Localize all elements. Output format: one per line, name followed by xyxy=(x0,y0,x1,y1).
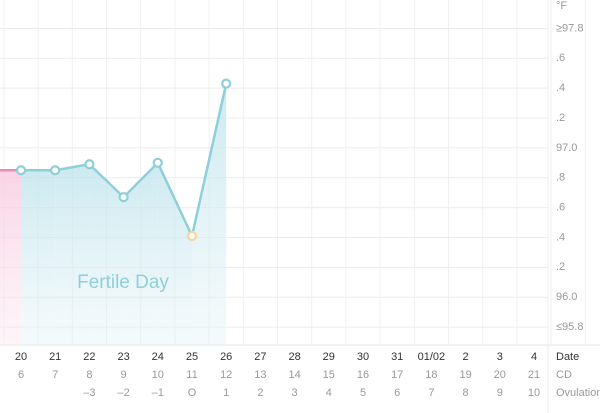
y-tick-label: 97.0 xyxy=(556,142,577,154)
row-cell: 6 xyxy=(394,387,400,399)
row-cell: 27 xyxy=(254,351,266,363)
row-label: Date xyxy=(556,351,579,363)
row-cell: 16 xyxy=(357,369,369,381)
row-cell: 23 xyxy=(117,351,129,363)
row-cell: 28 xyxy=(288,351,300,363)
row-cell: 19 xyxy=(459,369,471,381)
line-segment xyxy=(122,161,159,199)
row-cell: O xyxy=(188,387,197,399)
row-cell: 10 xyxy=(528,387,540,399)
row-cell: 11 xyxy=(186,369,197,381)
area xyxy=(123,162,158,345)
row-cell: 6 xyxy=(18,369,24,381)
row-cell: 01/02 xyxy=(418,351,446,363)
row-cell: 4 xyxy=(326,387,332,399)
row-cell: 9 xyxy=(121,369,127,381)
row-cell: 2 xyxy=(257,387,263,399)
row-cell: 2 xyxy=(463,351,469,363)
row-cell: 5 xyxy=(360,387,366,399)
point xyxy=(118,192,129,203)
row-cell: 15 xyxy=(323,369,335,381)
point xyxy=(221,78,232,89)
row-cell: 20 xyxy=(15,351,27,363)
row-cell: 7 xyxy=(428,387,434,399)
row-cell: 8 xyxy=(86,369,92,381)
row-cell: 18 xyxy=(425,369,437,381)
row-cell: 1 xyxy=(223,387,229,399)
point xyxy=(84,159,95,170)
y-tick-label: .8 xyxy=(556,172,565,184)
row-cell: 21 xyxy=(528,369,540,381)
row-cell: –1 xyxy=(152,387,164,399)
area xyxy=(0,170,21,345)
y-tick-label: .4 xyxy=(556,231,565,243)
row-cell: 10 xyxy=(152,369,164,381)
row-cell: 17 xyxy=(391,369,403,381)
row-cell: 22 xyxy=(83,351,95,363)
y-tick-label: ≥97.8 xyxy=(556,22,583,34)
y-tick-label: .2 xyxy=(556,112,565,124)
row-cell: 4 xyxy=(531,351,537,363)
y-tick-label: .4 xyxy=(556,82,565,94)
y-tick-label: ≤95.8 xyxy=(556,321,583,333)
row-label: CD xyxy=(556,369,572,381)
area xyxy=(192,83,227,346)
row-cell: 30 xyxy=(357,351,369,363)
row-cell: 21 xyxy=(49,351,61,363)
row-cell: 12 xyxy=(220,369,232,381)
area xyxy=(157,162,192,345)
row-cell: 7 xyxy=(52,369,58,381)
area xyxy=(89,164,124,345)
line-segment xyxy=(190,83,228,237)
y-tick-label: .6 xyxy=(556,52,565,64)
row-cell: 13 xyxy=(254,369,266,381)
area xyxy=(55,164,90,345)
row-cell: 24 xyxy=(152,351,164,363)
point xyxy=(186,230,198,242)
y-tick-label: .6 xyxy=(556,202,565,214)
line-segment xyxy=(88,163,125,199)
point xyxy=(152,157,163,168)
row-cell: 8 xyxy=(463,387,469,399)
row-cell: 31 xyxy=(391,351,403,363)
y-tick-label: .2 xyxy=(556,261,565,273)
row-cell: 9 xyxy=(497,387,503,399)
y-unit: °F xyxy=(556,0,567,12)
row-cell: 29 xyxy=(323,351,335,363)
row-cell: 3 xyxy=(497,351,503,363)
row-cell: 14 xyxy=(288,369,300,381)
row-cell: 26 xyxy=(220,351,232,363)
point xyxy=(15,165,27,176)
area xyxy=(21,170,56,345)
row-label: Ovulation xyxy=(556,387,600,399)
row-cell: –3 xyxy=(83,387,95,399)
row-cell: 20 xyxy=(494,369,506,381)
row-cell: 25 xyxy=(186,351,198,363)
point xyxy=(50,165,61,176)
row-cell: 3 xyxy=(292,387,298,399)
row-cell: –2 xyxy=(117,387,129,399)
line-segment xyxy=(54,163,90,172)
annotation: Fertile Day xyxy=(77,272,169,293)
line-segment xyxy=(156,162,194,237)
y-tick-label: 96.0 xyxy=(556,291,577,303)
